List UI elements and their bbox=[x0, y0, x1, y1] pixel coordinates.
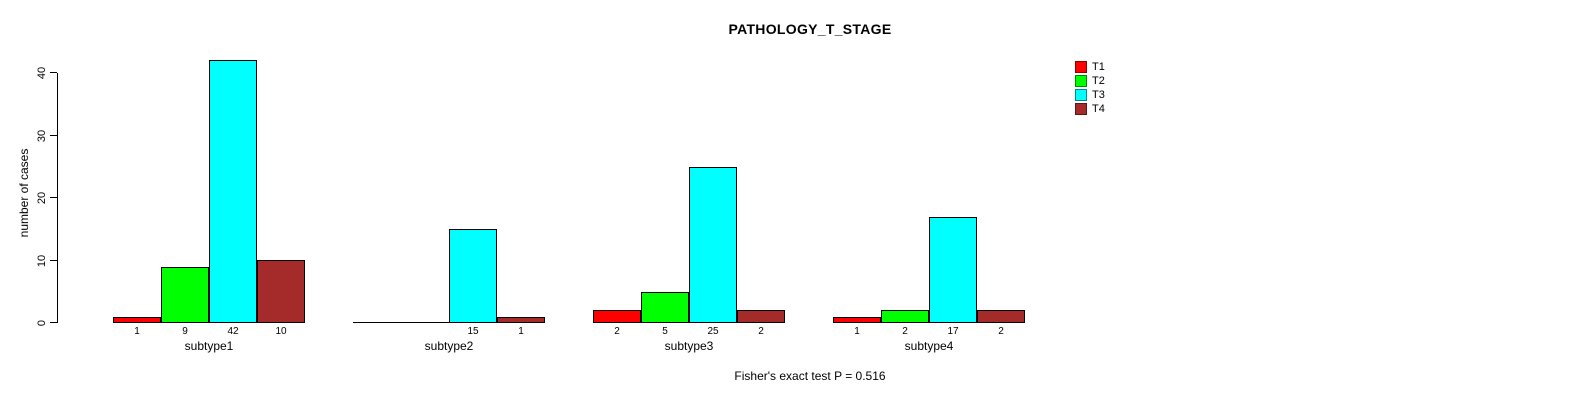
y-tick-label: 10 bbox=[36, 254, 48, 267]
zero-height-bar-t2-subtype2 bbox=[401, 322, 449, 323]
legend-entry-t3: T3 bbox=[1075, 88, 1105, 102]
y-tick-label: 40 bbox=[36, 66, 48, 80]
bar-value-label: 1 bbox=[518, 326, 524, 337]
legend-label-t1: T1 bbox=[1092, 60, 1105, 73]
y-axis-tick bbox=[50, 322, 57, 323]
legend-swatch-t3 bbox=[1075, 89, 1087, 101]
fisher-test-annotation: Fisher's exact test P = 0.516 bbox=[734, 369, 886, 383]
y-tick-label: 30 bbox=[36, 129, 48, 142]
bar-t1-subtype3 bbox=[593, 310, 641, 323]
bar-t2-subtype1 bbox=[161, 267, 209, 323]
bar-value-label: 15 bbox=[467, 326, 479, 337]
bar-value-label: 17 bbox=[947, 326, 959, 337]
bar-t3-subtype3 bbox=[689, 167, 737, 323]
legend: T1 T2 T3 T4 bbox=[1075, 60, 1105, 116]
bar-t3-subtype4 bbox=[929, 217, 977, 323]
bar-value-label: 42 bbox=[227, 326, 239, 337]
bar-value-label: 2 bbox=[998, 326, 1004, 337]
zero-height-bar-t1-subtype2 bbox=[353, 322, 401, 323]
bar-t4-subtype1 bbox=[257, 260, 305, 323]
y-axis-line bbox=[57, 73, 58, 323]
legend-swatch-t2 bbox=[1075, 75, 1087, 87]
bar-t2-subtype3 bbox=[641, 292, 689, 323]
bar-t1-subtype4 bbox=[833, 317, 881, 323]
bar-value-label: 2 bbox=[614, 326, 620, 337]
bar-value-label: 2 bbox=[902, 326, 908, 337]
bar-value-label: 1 bbox=[134, 326, 140, 337]
y-axis-tick bbox=[50, 197, 57, 198]
bar-t4-subtype4 bbox=[977, 310, 1025, 323]
bar-t3-subtype1 bbox=[209, 60, 257, 323]
x-category-label: subtype2 bbox=[424, 339, 474, 353]
bar-t2-subtype4 bbox=[881, 310, 929, 323]
bar-value-label: 9 bbox=[182, 326, 188, 337]
y-axis-tick bbox=[50, 259, 57, 261]
y-axis-label: number of cases bbox=[17, 148, 31, 238]
y-tick-label: 20 bbox=[36, 191, 48, 205]
bar-t1-subtype1 bbox=[113, 317, 161, 323]
bar-value-label: 2 bbox=[758, 326, 764, 337]
bar-value-label: 10 bbox=[275, 326, 287, 337]
bar-value-label: 25 bbox=[707, 326, 719, 337]
bar-value-label: 1 bbox=[854, 326, 860, 337]
x-category-label: subtype4 bbox=[904, 339, 954, 353]
x-category-label: subtype3 bbox=[664, 339, 714, 353]
y-axis-tick bbox=[50, 134, 57, 136]
bar-t3-subtype2 bbox=[449, 229, 497, 323]
legend-label-t3: T3 bbox=[1092, 88, 1105, 101]
bar-t4-subtype2 bbox=[497, 317, 545, 323]
y-tick-label: 0 bbox=[36, 319, 48, 327]
legend-entry-t2: T2 bbox=[1075, 74, 1105, 88]
legend-label-t4: T4 bbox=[1092, 102, 1105, 115]
legend-swatch-t1 bbox=[1075, 61, 1087, 73]
bar-value-label: 5 bbox=[662, 326, 668, 337]
legend-entry-t1: T1 bbox=[1075, 60, 1105, 74]
x-category-label: subtype1 bbox=[184, 339, 234, 353]
legend-swatch-t4 bbox=[1075, 103, 1087, 115]
y-axis-tick bbox=[50, 72, 57, 73]
chart-title: PATHOLOGY_T_STAGE bbox=[728, 21, 892, 37]
bar-t4-subtype3 bbox=[737, 310, 785, 323]
legend-entry-t4: T4 bbox=[1075, 102, 1105, 116]
legend-label-t2: T2 bbox=[1092, 74, 1105, 87]
